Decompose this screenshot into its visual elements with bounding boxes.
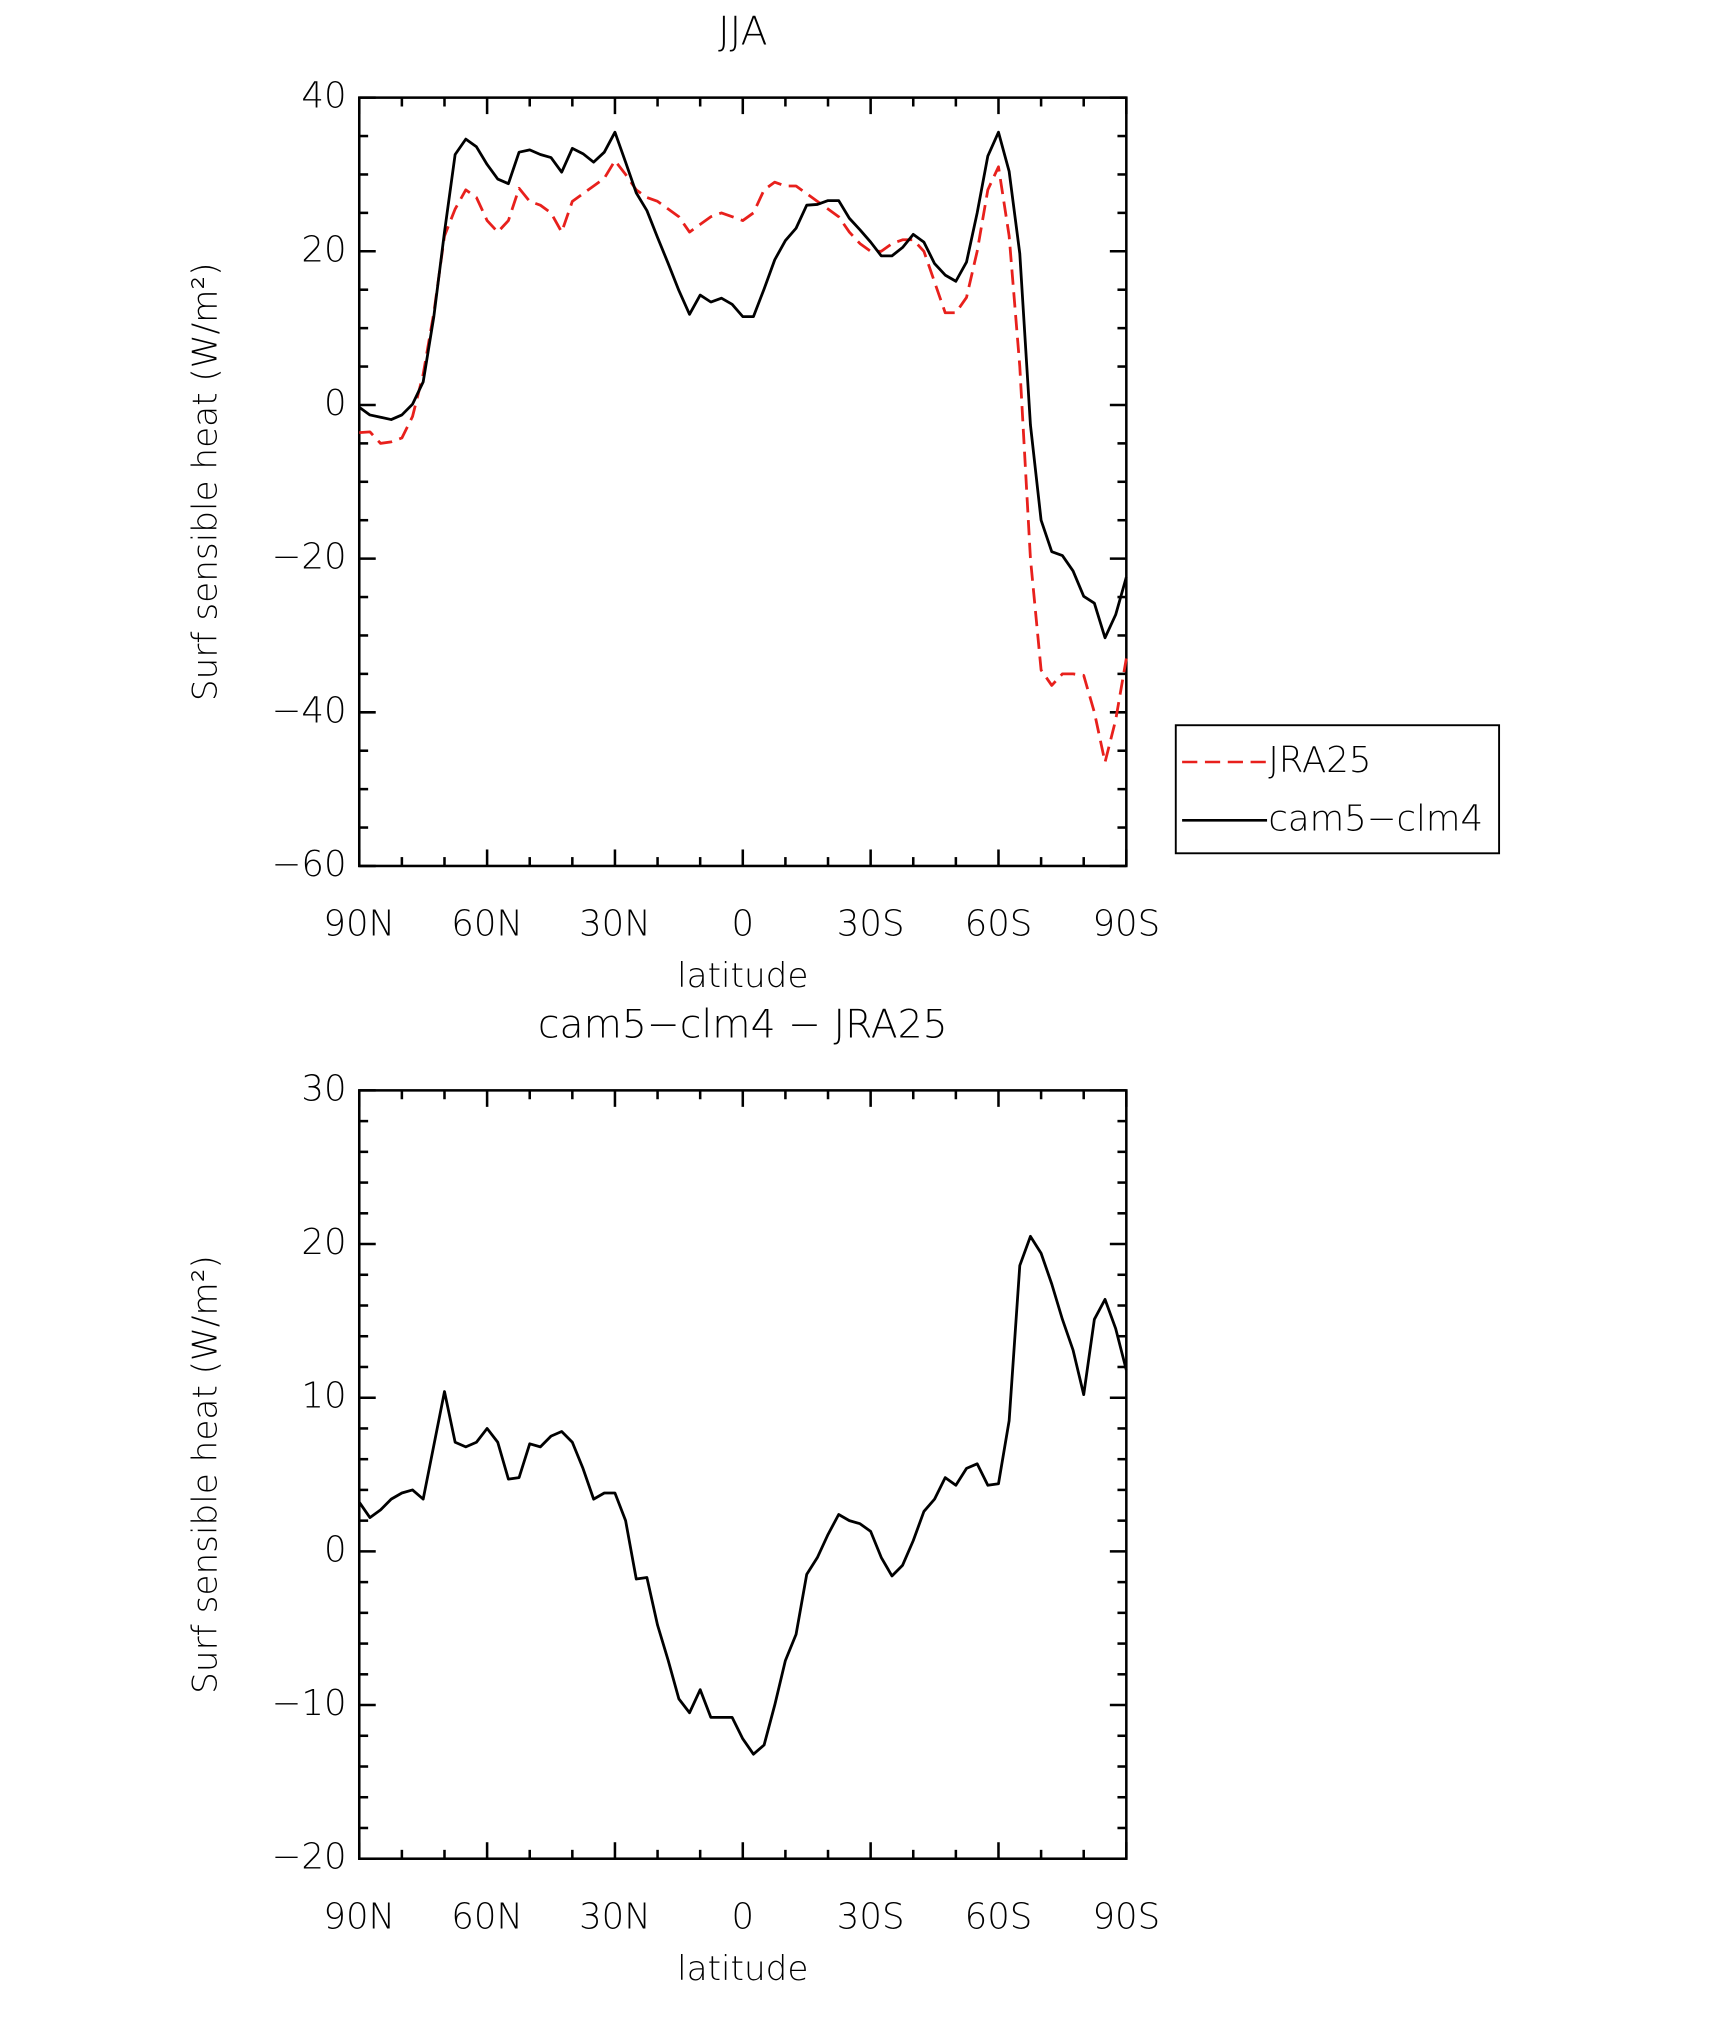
x-tick-label: 90S bbox=[1092, 1896, 1160, 1937]
x-tick-label: 60N bbox=[451, 904, 523, 945]
x-axis-label: latitude bbox=[677, 956, 808, 996]
y-tick-label: −10 bbox=[272, 1683, 347, 1724]
x-tick-label: 60S bbox=[965, 904, 1033, 945]
legend-label: cam5−clm4 bbox=[1268, 798, 1483, 839]
data-line bbox=[358, 130, 1128, 640]
x-tick-label: 30N bbox=[579, 904, 651, 945]
x-axis-label: latitude bbox=[677, 1949, 808, 1989]
plot-frame bbox=[357, 96, 1128, 868]
chart-title: cam5−clm4 − JRA25 bbox=[538, 1002, 948, 1047]
x-tick-label: 90S bbox=[1092, 904, 1160, 945]
y-tick-label: 0 bbox=[324, 1529, 347, 1570]
plot-frame bbox=[357, 1089, 1128, 1860]
y-tick-label: 40 bbox=[301, 76, 346, 117]
y-tick-label: 0 bbox=[324, 383, 347, 424]
x-tick-label: 60S bbox=[965, 1896, 1033, 1937]
y-tick-label: −20 bbox=[272, 537, 347, 578]
y-tick-label: 20 bbox=[301, 229, 346, 270]
x-tick-label: 60N bbox=[451, 1896, 523, 1937]
x-tick-label: 30S bbox=[837, 904, 905, 945]
x-tick-label: 30S bbox=[837, 1896, 905, 1937]
x-tick-label: 90N bbox=[323, 904, 395, 945]
x-tick-label: 30N bbox=[579, 1896, 651, 1937]
legend-label: JRA25 bbox=[1268, 740, 1371, 781]
y-tick-label: −60 bbox=[272, 844, 347, 885]
y-tick-label: 30 bbox=[301, 1068, 346, 1109]
y-tick-label: −40 bbox=[272, 690, 347, 731]
y-tick-label: 10 bbox=[301, 1376, 346, 1417]
chart-title: JJA bbox=[718, 10, 767, 55]
data-line bbox=[358, 1234, 1128, 1756]
y-tick-label: −20 bbox=[272, 1837, 347, 1878]
legend-box bbox=[1174, 724, 1501, 855]
x-tick-label: 0 bbox=[731, 904, 754, 945]
y-axis-label: Surf sensible heat (W/m²) bbox=[186, 1255, 226, 1694]
y-axis-label: Surf sensible heat (W/m²) bbox=[186, 263, 226, 702]
data-line bbox=[359, 159, 1128, 764]
y-tick-label: 20 bbox=[301, 1222, 346, 1263]
x-tick-label: 90N bbox=[323, 1896, 395, 1937]
x-tick-label: 0 bbox=[731, 1896, 754, 1937]
